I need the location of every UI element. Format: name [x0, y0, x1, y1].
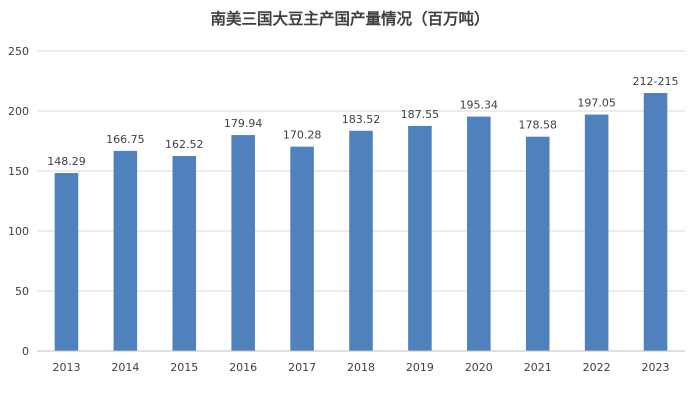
- data-label: 170.28: [283, 129, 322, 142]
- data-label: 183.52: [342, 113, 381, 126]
- data-label: 178.58: [518, 119, 557, 132]
- data-label: 195.34: [460, 99, 499, 112]
- chart-title: 南美三国大豆主产国产量情况（百万吨）: [210, 9, 489, 28]
- x-tick-label: 2015: [170, 361, 198, 374]
- x-tick-label: 2023: [642, 361, 670, 374]
- x-tick-label: 2019: [406, 361, 434, 374]
- data-label: 166.75: [106, 133, 145, 146]
- bars: [54, 93, 668, 351]
- bar: [467, 116, 491, 351]
- x-tick-label: 2013: [52, 361, 80, 374]
- y-tick-label: 150: [8, 165, 29, 178]
- data-label: 187.55: [401, 108, 440, 121]
- bar: [643, 93, 668, 351]
- y-tick-label: 100: [8, 225, 29, 238]
- bar: [231, 135, 255, 351]
- bar: [172, 155, 197, 351]
- y-tick-label: 0: [22, 345, 29, 358]
- y-tick-label: 50: [15, 285, 29, 298]
- y-tick-label: 250: [8, 45, 29, 58]
- bar: [525, 136, 550, 351]
- bar: [349, 130, 373, 351]
- data-label: 197.05: [577, 97, 616, 110]
- bar: [290, 146, 314, 351]
- x-tick-label: 2022: [583, 361, 611, 374]
- x-tick-label: 2017: [288, 361, 316, 374]
- bar: [408, 125, 432, 351]
- x-tick-label: 2014: [111, 361, 139, 374]
- x-tick-label: 2018: [347, 361, 375, 374]
- y-axis-ticks: 0 50 100 150 200 250: [8, 45, 29, 358]
- x-tick-label: 2021: [524, 361, 552, 374]
- bar: [113, 150, 138, 351]
- y-tick-label: 200: [8, 105, 29, 118]
- data-label: 148.29: [47, 155, 86, 168]
- x-axis-ticks: 2013 2014 2015 2016 2017 2018 2019 2020 2021 2022…: [52, 361, 669, 374]
- data-label: 162.52: [165, 138, 204, 151]
- bar: [54, 173, 79, 351]
- bar: [584, 114, 609, 351]
- data-label: 179.94: [224, 117, 263, 130]
- x-tick-label: 2016: [229, 361, 257, 374]
- data-labels: 148.29 166.75 162.52 179.94 170.28 183.52 187.…: [47, 75, 678, 168]
- x-tick-label: 2020: [465, 361, 493, 374]
- data-label: 212-215: [633, 75, 679, 88]
